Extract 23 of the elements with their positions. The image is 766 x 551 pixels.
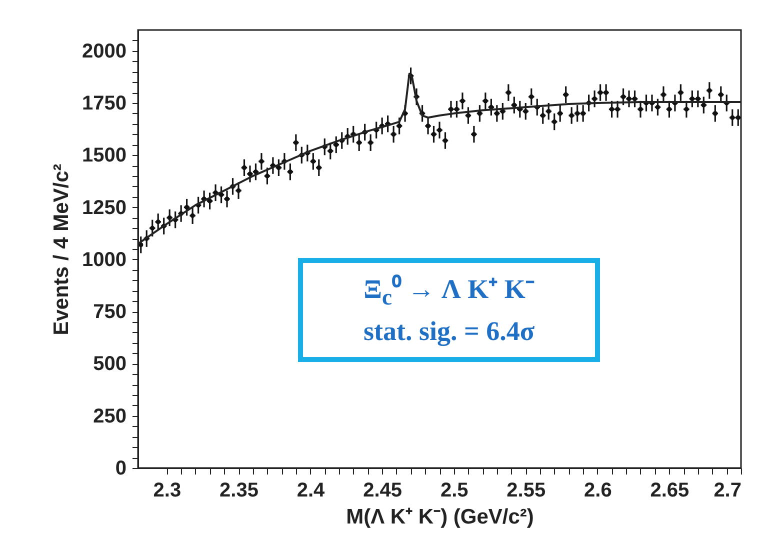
y-tick-label: 1750 [82,92,126,114]
y-tick-label: 2000 [82,40,126,62]
callout-box: Ξ$_{c}$⁰ → Λ K⁺ K⁻ stat. sig. = 6.4σ [298,258,600,362]
y-tick-label: 500 [93,353,126,376]
x-tick-label: 2.3 [153,480,182,502]
x-tick-label: 2.5 [440,480,468,502]
x-tick-label: 2.7 [714,480,742,502]
y-tick-label: 0 [115,458,126,480]
y-tick-label: 250 [93,405,126,428]
annotation: Ξ$_{c}$⁰ → Λ K⁺ K⁻ [362,273,536,312]
y-tick-label: 1250 [82,196,126,219]
x-tick-label: 2.4 [296,480,326,502]
x-tick-label: 2.55 [506,480,546,502]
y-axis-title: Events / 4 MeV/c² [50,164,74,336]
y-tick-label: 1500 [82,144,126,167]
x-tick-label: 2.45 [363,480,402,502]
x-tick-label: 2.65 [650,480,690,502]
y-tick-label: 1000 [82,248,126,271]
x-tick-label: 2.35 [220,480,258,502]
annotation: stat. sig. = 6.4σ [362,314,536,348]
x-axis-title: M(Λ K⁺ K⁻) (GeV/c²) [346,506,534,528]
y-tick-label: 750 [93,301,126,324]
x-tick-label: 2.6 [584,480,612,502]
